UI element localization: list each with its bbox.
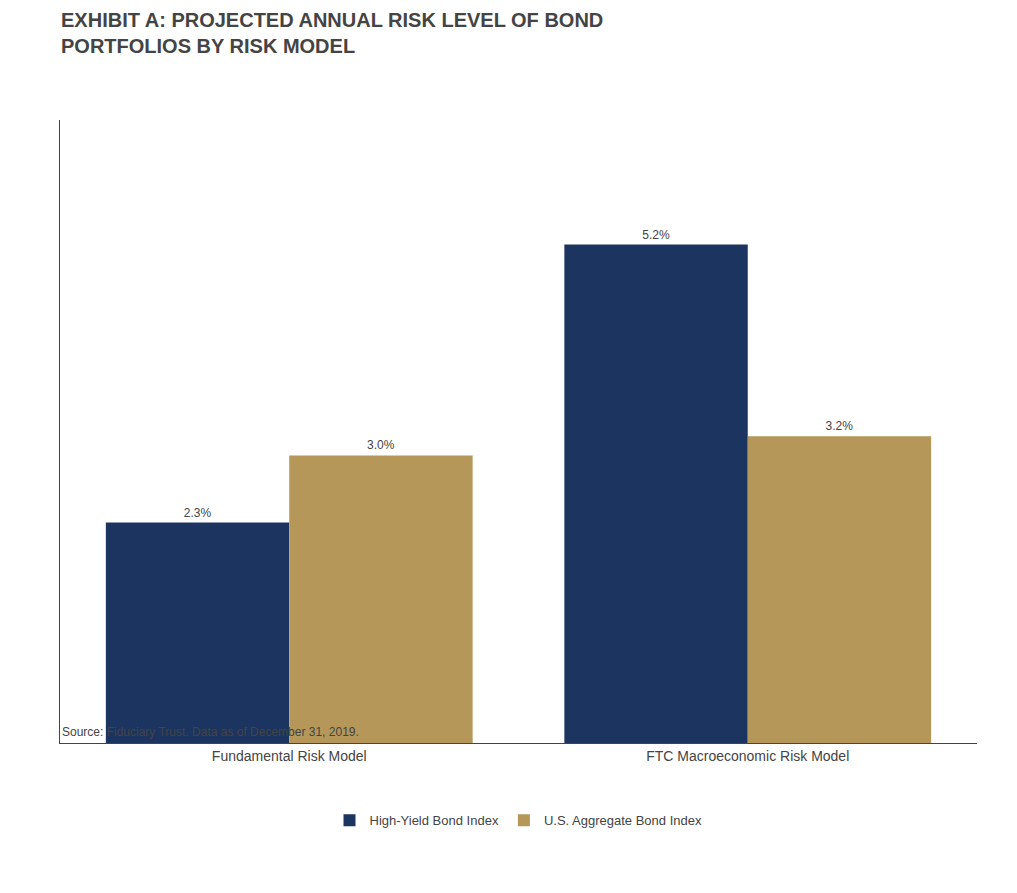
svg-text:2.3%: 2.3% <box>184 506 212 520</box>
svg-text:5.2%: 5.2% <box>642 228 670 242</box>
svg-text:Source: Fiduciary Trust. Data: Source: Fiduciary Trust. Data as of Dece… <box>62 725 359 739</box>
svg-text:3.0%: 3.0% <box>367 438 395 452</box>
svg-text:FTC Macroeconomic Risk Model: FTC Macroeconomic Risk Model <box>646 748 849 764</box>
svg-text:U.S. Aggregate Bond Index: U.S. Aggregate Bond Index <box>544 813 702 828</box>
svg-text:Fundamental Risk Model: Fundamental Risk Model <box>212 748 367 764</box>
svg-text:3.2%: 3.2% <box>826 419 854 433</box>
svg-text:EXHIBIT A: PROJECTED ANNUAL RI: EXHIBIT A: PROJECTED ANNUAL RISK LEVEL O… <box>61 9 603 57</box>
svg-text:High-Yield Bond Index: High-Yield Bond Index <box>370 813 499 828</box>
